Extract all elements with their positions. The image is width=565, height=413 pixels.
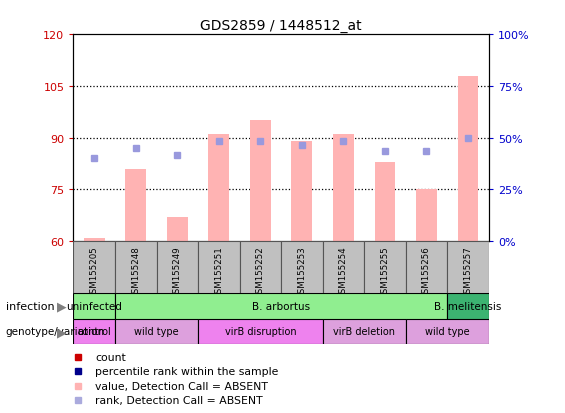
Bar xyxy=(292,142,312,242)
Text: infection: infection xyxy=(6,301,54,311)
Bar xyxy=(406,319,489,344)
Text: wild type: wild type xyxy=(425,327,470,337)
Title: GDS2859 / 1448512_at: GDS2859 / 1448512_at xyxy=(200,19,362,33)
Bar xyxy=(240,242,281,293)
Bar xyxy=(323,319,406,344)
Text: genotype/variation: genotype/variation xyxy=(6,327,105,337)
Text: ▶: ▶ xyxy=(57,325,67,338)
Text: GSM155249: GSM155249 xyxy=(173,246,182,298)
Bar xyxy=(198,242,240,293)
Bar xyxy=(333,135,354,242)
Bar xyxy=(447,293,489,319)
Text: rank, Detection Call = ABSENT: rank, Detection Call = ABSENT xyxy=(95,395,263,405)
Text: ▶: ▶ xyxy=(57,299,67,313)
Bar xyxy=(375,162,396,242)
Bar xyxy=(281,242,323,293)
Text: GSM155251: GSM155251 xyxy=(214,246,223,298)
Text: GSM155256: GSM155256 xyxy=(422,246,431,298)
Bar xyxy=(208,135,229,242)
Text: GSM155255: GSM155255 xyxy=(380,246,389,298)
Bar xyxy=(73,242,115,293)
Text: virB disruption: virB disruption xyxy=(224,327,296,337)
Text: GSM155253: GSM155253 xyxy=(297,246,306,298)
Text: percentile rank within the sample: percentile rank within the sample xyxy=(95,366,279,376)
Bar xyxy=(250,121,271,242)
Bar xyxy=(416,190,437,242)
Text: GSM155254: GSM155254 xyxy=(339,246,348,298)
Text: B. arbortus: B. arbortus xyxy=(252,301,310,311)
Bar xyxy=(73,319,115,344)
Text: count: count xyxy=(95,352,126,362)
Text: virB deletion: virB deletion xyxy=(333,327,395,337)
Text: value, Detection Call = ABSENT: value, Detection Call = ABSENT xyxy=(95,381,268,391)
Text: GSM155257: GSM155257 xyxy=(463,246,472,298)
Bar xyxy=(84,238,105,242)
Bar xyxy=(115,293,447,319)
Text: GSM155252: GSM155252 xyxy=(256,246,265,298)
Bar xyxy=(447,242,489,293)
Bar xyxy=(115,319,198,344)
Text: uninfected: uninfected xyxy=(66,301,122,311)
Bar xyxy=(115,242,157,293)
Text: control: control xyxy=(77,327,111,337)
Text: GSM155248: GSM155248 xyxy=(131,246,140,298)
Bar xyxy=(73,293,115,319)
Text: GSM155205: GSM155205 xyxy=(90,246,99,298)
Bar xyxy=(364,242,406,293)
Bar xyxy=(157,242,198,293)
Bar xyxy=(198,319,323,344)
Bar xyxy=(323,242,364,293)
Bar xyxy=(406,242,447,293)
Text: B. melitensis: B. melitensis xyxy=(434,301,502,311)
Text: wild type: wild type xyxy=(134,327,179,337)
Bar xyxy=(125,169,146,242)
Bar xyxy=(167,218,188,242)
Bar xyxy=(458,76,479,242)
